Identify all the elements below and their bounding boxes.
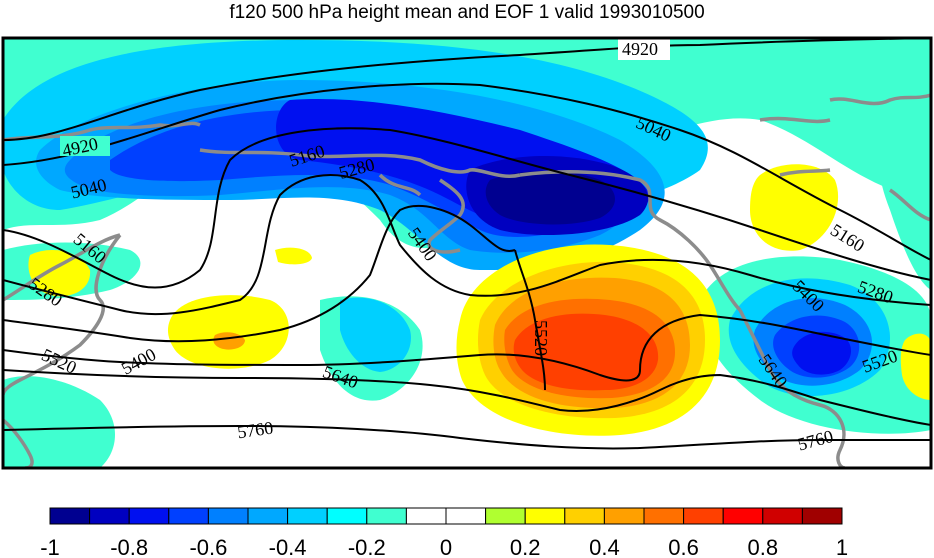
colorbar-tick-label: 0.8 — [748, 535, 779, 558]
colorbar-swatch — [801, 507, 843, 525]
plot-frame — [1, 36, 933, 470]
colorbar-swatch — [207, 507, 249, 525]
colorbar-swatch — [326, 507, 368, 525]
colorbar-tick-label: -0.4 — [269, 535, 307, 558]
colorbar-tick-label: 0.2 — [510, 535, 541, 558]
colorbar-swatch — [722, 507, 764, 525]
colorbar-swatch — [485, 507, 526, 525]
colorbar-swatch — [89, 507, 130, 525]
colorbar: -1 -0.8 -0.6 -0.4 -0.2 0 0.2 0.4 0.6 0.8 1 — [40, 507, 848, 558]
colorbar-tick-label: 1 — [836, 535, 848, 558]
colorbar-tick-label: -0.8 — [110, 535, 148, 558]
colorbar-tick-label: 0 — [440, 535, 452, 558]
colorbar-swatch — [287, 507, 328, 525]
colorbar-swatch — [445, 507, 487, 525]
colorbar-tick-label: -0.2 — [348, 535, 386, 558]
colorbar-swatch — [683, 507, 724, 525]
contour-label-5520-mid: 5520 — [531, 320, 551, 356]
contour-label-5760-left: 5760 — [236, 418, 274, 443]
colorbar-tick-label: -0.6 — [189, 535, 227, 558]
colorbar-swatch — [643, 507, 685, 525]
colorbar-swatch — [762, 507, 803, 525]
colorbar-swatch — [603, 507, 645, 525]
colorbar-swatch — [524, 507, 566, 525]
colorbar-swatch — [168, 507, 209, 525]
eof-shading — [3, 38, 931, 468]
colorbar-tick-label: -1 — [40, 535, 60, 558]
colorbar-swatch — [128, 507, 170, 525]
colorbar-swatch — [564, 507, 605, 525]
height-contours — [3, 38, 931, 450]
colorbar-tick-label: 0.4 — [589, 535, 620, 558]
colorbar-swatch — [49, 507, 91, 525]
plot-title: f120 500 hPa height mean and EOF 1 valid… — [229, 2, 705, 23]
colorbar-swatch — [366, 507, 407, 525]
colorbar-tick-label: 0.6 — [668, 535, 699, 558]
colorbar-swatch — [247, 507, 289, 525]
colorbar-swatch — [405, 507, 447, 525]
contour-label-4920-top: 4920 — [622, 39, 658, 59]
